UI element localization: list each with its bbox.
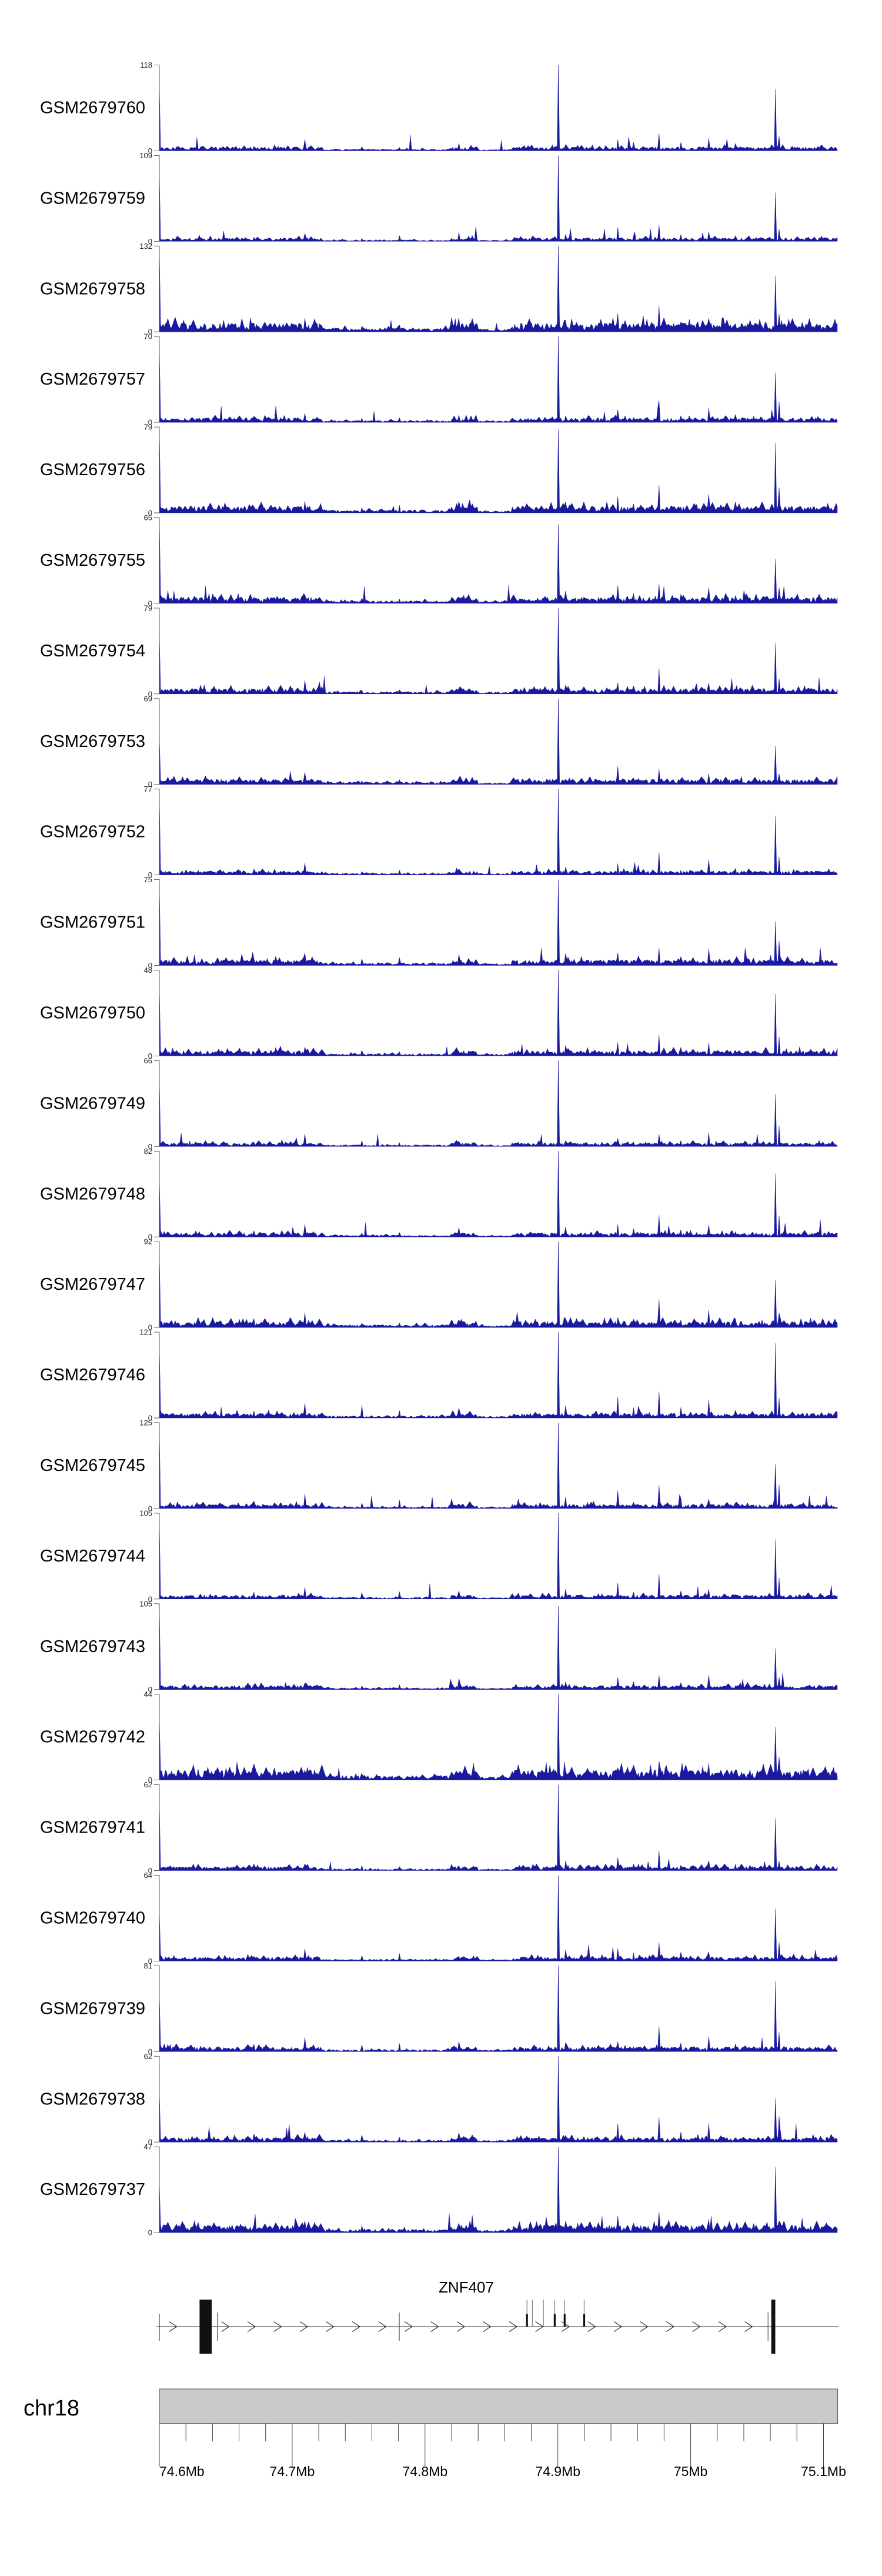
svg-text:GSM2679740: GSM2679740: [40, 1908, 145, 1927]
svg-text:GSM2679750: GSM2679750: [40, 1003, 145, 1022]
svg-text:GSM2679756: GSM2679756: [40, 461, 145, 479]
svg-text:GSM2679747: GSM2679747: [40, 1275, 145, 1294]
svg-text:105: 105: [139, 1509, 152, 1517]
svg-text:GSM2679738: GSM2679738: [40, 2090, 145, 2108]
svg-text:69: 69: [144, 694, 152, 703]
svg-text:75.1Mb: 75.1Mb: [801, 2464, 846, 2479]
svg-text:0: 0: [148, 2228, 152, 2237]
svg-text:GSM2679754: GSM2679754: [40, 642, 145, 660]
svg-text:GSM2679739: GSM2679739: [40, 1999, 145, 2018]
svg-text:75: 75: [144, 875, 152, 884]
svg-text:81: 81: [144, 1961, 152, 1970]
svg-text:121: 121: [139, 1328, 152, 1337]
svg-text:GSM2679737: GSM2679737: [40, 2180, 145, 2199]
svg-text:GSM2679755: GSM2679755: [40, 551, 145, 570]
svg-text:132: 132: [139, 242, 152, 251]
svg-text:GSM2679745: GSM2679745: [40, 1456, 145, 1475]
svg-text:62: 62: [144, 2052, 152, 2061]
svg-text:GSM2679751: GSM2679751: [40, 913, 145, 932]
svg-text:66: 66: [144, 1056, 152, 1065]
svg-text:64: 64: [144, 1871, 152, 1880]
svg-text:44: 44: [144, 1690, 152, 1699]
svg-text:GSM2679759: GSM2679759: [40, 189, 145, 208]
svg-text:79: 79: [144, 423, 152, 432]
svg-text:GSM2679760: GSM2679760: [40, 98, 145, 117]
svg-text:48: 48: [144, 966, 152, 975]
svg-text:109: 109: [139, 151, 152, 160]
svg-text:74.9Mb: 74.9Mb: [535, 2464, 580, 2479]
svg-text:79: 79: [144, 603, 152, 612]
svg-text:GSM2679753: GSM2679753: [40, 732, 145, 751]
svg-text:74.8Mb: 74.8Mb: [402, 2464, 447, 2479]
svg-text:82: 82: [144, 1147, 152, 1156]
svg-text:GSM2679743: GSM2679743: [40, 1637, 145, 1656]
svg-text:GSM2679742: GSM2679742: [40, 1728, 145, 1747]
svg-text:GSM2679749: GSM2679749: [40, 1094, 145, 1113]
svg-text:47: 47: [144, 2143, 152, 2151]
svg-text:GSM2679757: GSM2679757: [40, 370, 145, 389]
svg-text:62: 62: [144, 1780, 152, 1789]
svg-text:75Mb: 75Mb: [674, 2464, 708, 2479]
svg-text:GSM2679746: GSM2679746: [40, 1366, 145, 1384]
svg-text:65: 65: [144, 513, 152, 522]
svg-text:GSM2679758: GSM2679758: [40, 279, 145, 298]
svg-text:74.7Mb: 74.7Mb: [270, 2464, 315, 2479]
svg-text:92: 92: [144, 1237, 152, 1246]
svg-text:GSM2679752: GSM2679752: [40, 823, 145, 842]
svg-text:105: 105: [139, 1599, 152, 1608]
svg-text:GSM2679748: GSM2679748: [40, 1184, 145, 1203]
svg-text:chr18: chr18: [24, 2396, 79, 2421]
svg-text:118: 118: [140, 61, 152, 69]
svg-text:70: 70: [144, 332, 152, 341]
svg-text:GSM2679744: GSM2679744: [40, 1547, 145, 1566]
svg-text:GSM2679741: GSM2679741: [40, 1818, 145, 1837]
svg-text:77: 77: [144, 785, 152, 793]
svg-text:74.6Mb: 74.6Mb: [159, 2464, 205, 2479]
svg-text:125: 125: [139, 1419, 152, 1427]
svg-text:ZNF407: ZNF407: [439, 2278, 494, 2296]
